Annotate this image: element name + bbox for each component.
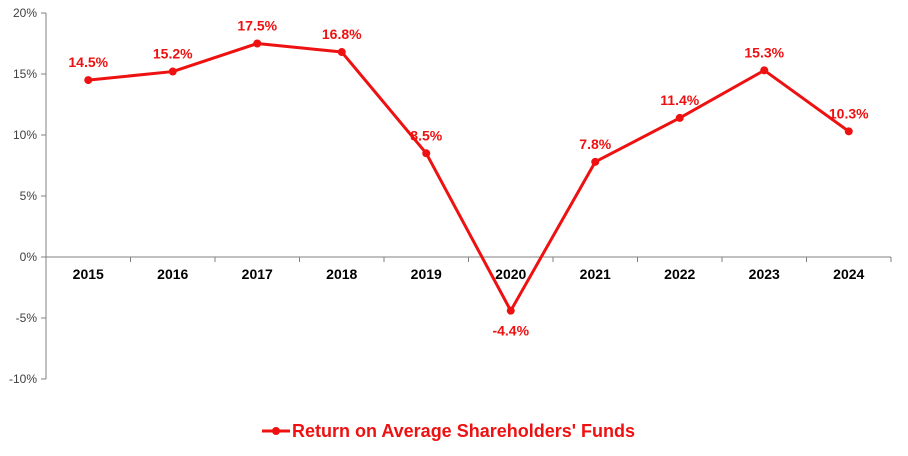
data-label: 10.3%	[829, 105, 869, 121]
y-tick-label: -5%	[16, 311, 38, 325]
data-label: 8.5%	[410, 127, 442, 143]
series-line	[88, 42, 850, 313]
y-tick-label: 0%	[20, 250, 38, 264]
x-tick-label: 2018	[326, 266, 357, 282]
x-tick-label: 2016	[157, 266, 188, 282]
x-tick-label: 2020	[495, 266, 526, 282]
data-point	[844, 127, 853, 136]
x-tick-label: 2019	[411, 266, 442, 282]
data-point	[591, 157, 600, 166]
series-line-group	[84, 39, 853, 315]
y-tick-label: 20%	[13, 6, 37, 20]
data-point	[675, 113, 684, 122]
x-tick-label: 2021	[580, 266, 611, 282]
y-axis: 20% 15% 10% 5% 0% -5% -10%	[9, 6, 47, 386]
data-label: 16.8%	[322, 26, 362, 42]
data-label: -4.4%	[492, 323, 529, 339]
data-point	[253, 39, 262, 48]
data-label: 15.3%	[744, 44, 784, 60]
data-label: 11.4%	[660, 92, 699, 108]
x-tick-label: 2023	[749, 266, 780, 282]
data-point	[422, 149, 431, 158]
legend: Return on Average Shareholders' Funds	[262, 421, 635, 441]
x-tick-label: 2022	[664, 266, 695, 282]
data-point	[168, 67, 177, 76]
data-label: 17.5%	[237, 18, 277, 34]
legend-marker-icon	[272, 427, 280, 435]
data-label: 7.8%	[579, 136, 611, 152]
x-axis: 2015 2016 2017 2018 2019 2020 2021 2022 2023 2024	[45, 256, 892, 282]
data-label: 14.5%	[68, 54, 108, 70]
data-point	[506, 306, 515, 315]
y-tick-label: 10%	[13, 128, 37, 142]
y-tick-label: 15%	[13, 67, 37, 81]
x-tick-label: 2024	[833, 266, 864, 282]
x-tick-label: 2017	[242, 266, 273, 282]
y-tick-label: 5%	[20, 189, 38, 203]
data-point	[84, 76, 93, 85]
y-tick-label: -10%	[9, 372, 37, 386]
data-label: 15.2%	[153, 46, 193, 62]
data-labels: 14.5% 15.2% 17.5% 16.8% 8.5% -4.4% 7.8% 11.4% 15…	[68, 18, 869, 339]
x-tick-label: 2015	[73, 266, 104, 282]
data-point	[337, 48, 346, 57]
legend-label: Return on Average Shareholders' Funds	[292, 421, 635, 441]
data-point	[760, 66, 769, 75]
